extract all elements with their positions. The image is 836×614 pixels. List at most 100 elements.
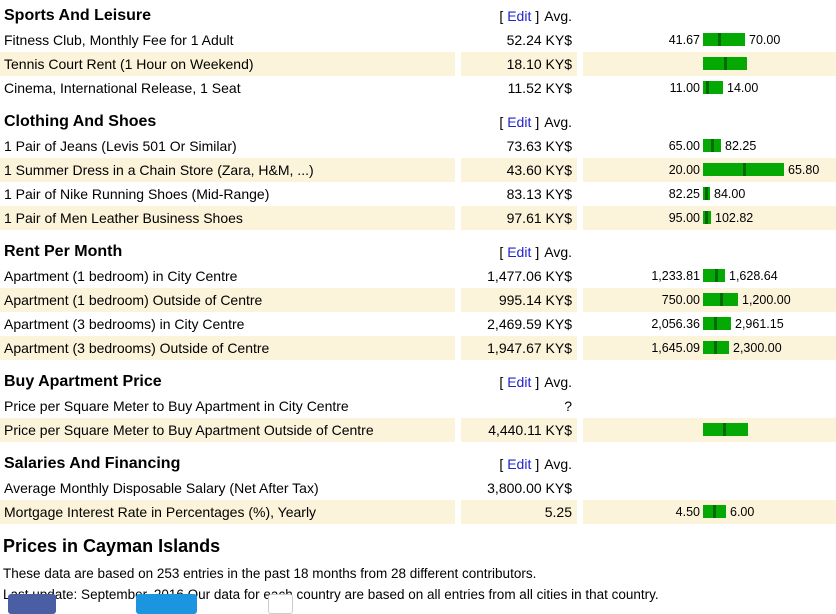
bracket-close: ] bbox=[535, 8, 540, 24]
average-marker-icon bbox=[723, 423, 726, 436]
range-max-label: 1,628.64 bbox=[729, 269, 778, 283]
range-max-label: 70.00 bbox=[749, 33, 781, 47]
item-name: Average Monthly Disposable Salary (Net A… bbox=[4, 480, 319, 496]
range-min-label: 4.50 bbox=[675, 505, 700, 519]
price-row: Apartment (3 bedrooms) in City Centre 2,… bbox=[0, 312, 836, 336]
price-range-bar bbox=[703, 187, 710, 200]
bracket-open: [ bbox=[499, 374, 504, 390]
twitter-share-button[interactable] bbox=[136, 594, 197, 614]
edit-link[interactable]: Edit bbox=[507, 456, 532, 472]
bracket-close: ] bbox=[535, 374, 540, 390]
price-row: Mortgage Interest Rate in Percentages (%… bbox=[0, 500, 836, 524]
section-title: Clothing And Shoes bbox=[4, 113, 157, 130]
item-name: 1 Pair of Men Leather Business Shoes bbox=[0, 206, 455, 230]
price-section: Buy Apartment Price [Edit] Avg. Price per… bbox=[0, 370, 836, 442]
price-row: Tennis Court Rent (1 Hour on Weekend) 18… bbox=[0, 52, 836, 76]
section-title: Salaries And Financing bbox=[4, 455, 181, 472]
section-title: Buy Apartment Price bbox=[4, 373, 162, 390]
item-average-price: 4,440.11 KY$ bbox=[461, 418, 577, 442]
price-range-bar bbox=[703, 81, 723, 94]
price-row: Cinema, International Release, 1 Seat 11… bbox=[0, 76, 836, 100]
price-row: Apartment (1 bedroom) Outside of Centre … bbox=[0, 288, 836, 312]
section-edit-area: [Edit] Avg. bbox=[461, 4, 577, 28]
item-average-price: 52.24 KY$ bbox=[506, 32, 572, 48]
plus-share-button[interactable] bbox=[268, 594, 293, 614]
range-min-label: 1,233.81 bbox=[651, 269, 700, 283]
average-marker-icon bbox=[718, 33, 721, 46]
average-marker-icon bbox=[714, 341, 717, 354]
item-range-cell: 11.00 14.00 bbox=[583, 76, 836, 100]
price-table: Sports And Leisure [Edit] Avg. Fitness Cl… bbox=[0, 4, 836, 524]
item-range-cell bbox=[583, 476, 836, 500]
bracket-close: ] bbox=[535, 244, 540, 260]
item-range-cell: 1,233.81 1,628.64 bbox=[583, 264, 836, 288]
edit-link[interactable]: Edit bbox=[507, 8, 532, 24]
item-range-cell: 41.67 70.00 bbox=[583, 28, 836, 52]
item-range-cell bbox=[583, 394, 836, 418]
section-header-row: Rent Per Month [Edit] Avg. bbox=[0, 240, 836, 264]
range-max-label: 14.00 bbox=[727, 81, 759, 95]
item-name: Apartment (3 bedrooms) in City Centre bbox=[4, 316, 245, 332]
average-marker-icon bbox=[720, 293, 723, 306]
item-range-cell: 95.00 102.82 bbox=[583, 206, 836, 230]
item-range-cell: 1,645.09 2,300.00 bbox=[583, 336, 836, 360]
item-average-price: 73.63 KY$ bbox=[506, 138, 572, 154]
bracket-open: [ bbox=[499, 456, 504, 472]
section-title: Rent Per Month bbox=[4, 243, 123, 260]
edit-link[interactable]: Edit bbox=[507, 114, 532, 130]
item-average-price: 3,800.00 KY$ bbox=[487, 480, 572, 496]
section-header-row: Salaries And Financing [Edit] Avg. bbox=[0, 452, 836, 476]
avg-column-label: Avg. bbox=[544, 114, 572, 130]
price-range-bar bbox=[703, 57, 747, 70]
item-average-price: 1,477.06 KY$ bbox=[487, 268, 572, 284]
item-range-cell: 20.00 65.80 bbox=[583, 158, 836, 182]
price-row: Average Monthly Disposable Salary (Net A… bbox=[0, 476, 836, 500]
average-marker-icon bbox=[711, 139, 714, 152]
price-range-bar bbox=[703, 269, 725, 282]
average-marker-icon bbox=[705, 187, 708, 200]
range-min-label: 1,645.09 bbox=[651, 341, 700, 355]
price-section: Rent Per Month [Edit] Avg. Apartment (1 b… bbox=[0, 240, 836, 360]
bracket-close: ] bbox=[535, 456, 540, 472]
section-edit-area: [Edit] Avg. bbox=[461, 452, 577, 476]
range-min-label: 82.25 bbox=[668, 187, 700, 201]
price-row: 1 Summer Dress in a Chain Store (Zara, H… bbox=[0, 158, 836, 182]
price-range-bar bbox=[703, 211, 711, 224]
item-name: Price per Square Meter to Buy Apartment … bbox=[0, 418, 455, 442]
range-min-label: 65.00 bbox=[668, 139, 700, 153]
bracket-close: ] bbox=[535, 114, 540, 130]
item-range-cell: 750.00 1,200.00 bbox=[583, 288, 836, 312]
avg-column-label: Avg. bbox=[544, 456, 572, 472]
range-max-label: 82.25 bbox=[725, 139, 757, 153]
edit-link[interactable]: Edit bbox=[507, 374, 532, 390]
average-marker-icon bbox=[743, 163, 746, 176]
edit-link[interactable]: Edit bbox=[507, 244, 532, 260]
range-max-label: 6.00 bbox=[730, 505, 755, 519]
price-range-bar bbox=[703, 33, 745, 46]
range-max-label: 102.82 bbox=[715, 211, 754, 225]
item-name: Mortgage Interest Rate in Percentages (%… bbox=[0, 500, 455, 524]
price-row: 1 Pair of Men Leather Business Shoes 97.… bbox=[0, 206, 836, 230]
item-average-price: 97.61 KY$ bbox=[461, 206, 577, 230]
section-title: Sports And Leisure bbox=[4, 7, 151, 24]
price-row: 1 Pair of Jeans (Levis 501 Or Similar) 7… bbox=[0, 134, 836, 158]
header-range-spacer bbox=[583, 452, 836, 476]
facebook-share-button[interactable] bbox=[8, 594, 56, 614]
price-section: Sports And Leisure [Edit] Avg. Fitness Cl… bbox=[0, 4, 836, 100]
average-marker-icon bbox=[706, 81, 709, 94]
range-min-label: 20.00 bbox=[668, 163, 700, 177]
section-edit-area: [Edit] Avg. bbox=[461, 240, 577, 264]
item-name: Price per Square Meter to Buy Apartment … bbox=[4, 398, 349, 414]
price-row: Price per Square Meter to Buy Apartment … bbox=[0, 394, 836, 418]
price-range-bar bbox=[703, 317, 731, 330]
item-average-price: 43.60 KY$ bbox=[461, 158, 577, 182]
section-edit-area: [Edit] Avg. bbox=[461, 370, 577, 394]
range-min-label: 750.00 bbox=[661, 293, 700, 307]
price-row: 1 Pair of Nike Running Shoes (Mid-Range)… bbox=[0, 182, 836, 206]
range-min-label: 2,056.36 bbox=[651, 317, 700, 331]
section-edit-area: [Edit] Avg. bbox=[461, 110, 577, 134]
average-marker-icon bbox=[715, 269, 718, 282]
price-section: Clothing And Shoes [Edit] Avg. 1 Pair of … bbox=[0, 110, 836, 230]
item-average-price: ? bbox=[564, 398, 572, 414]
item-name: 1 Pair of Nike Running Shoes (Mid-Range) bbox=[4, 186, 270, 202]
